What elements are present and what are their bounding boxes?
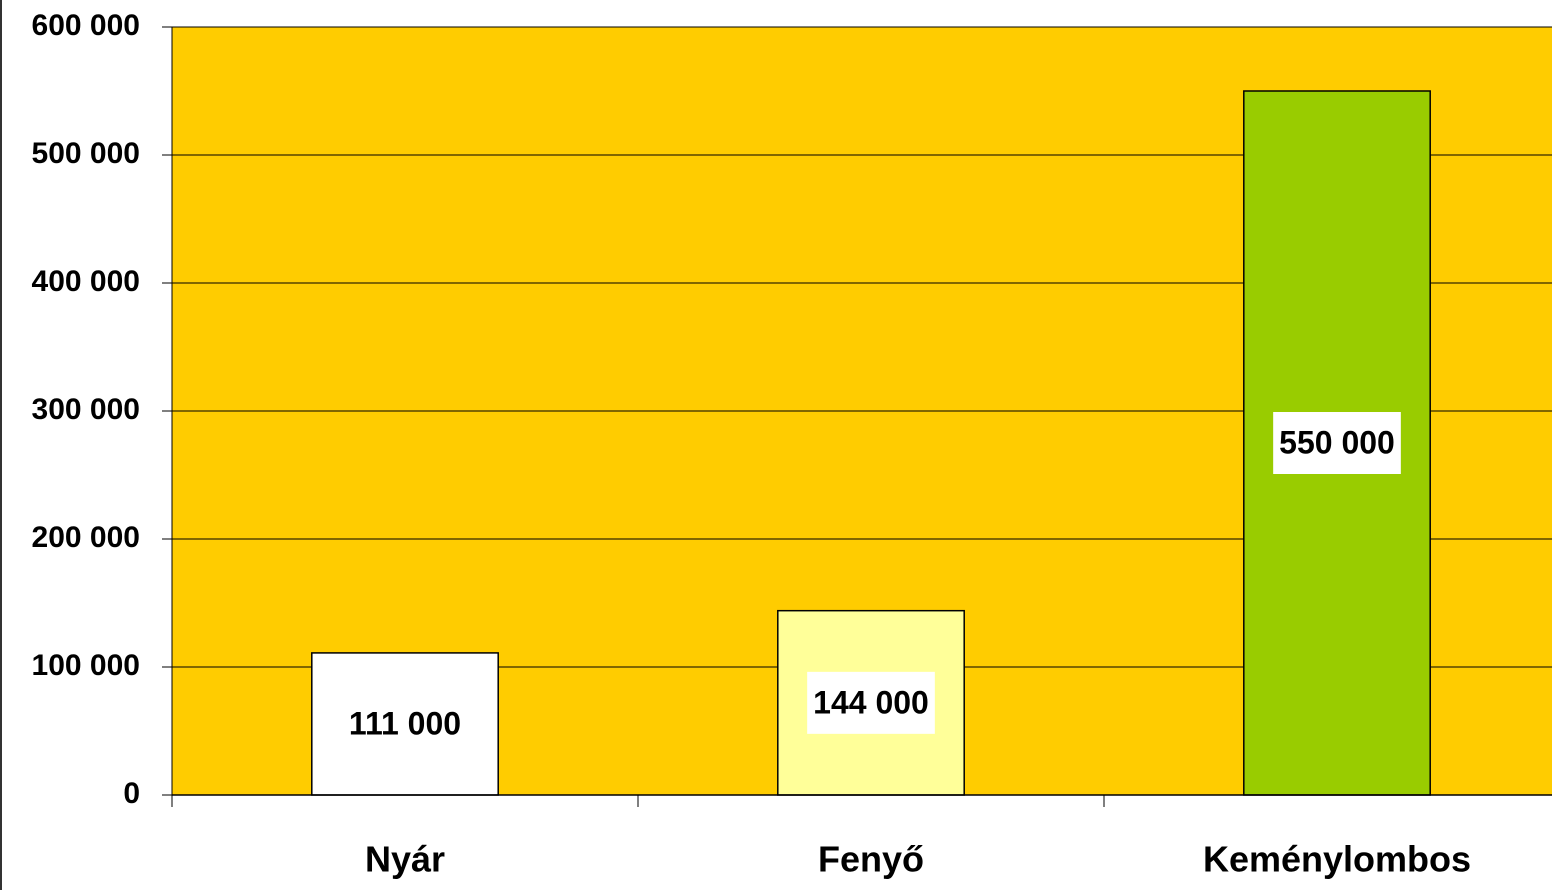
y-tick-label: 500 000	[32, 137, 140, 170]
x-tick-label: Keménylombos	[1203, 839, 1471, 880]
data-label: 550 000	[1279, 424, 1395, 460]
y-tick-label: 400 000	[32, 265, 140, 298]
y-tick-label: 200 000	[32, 521, 140, 554]
x-tick-label: Fenyő	[818, 839, 924, 880]
y-tick-label: 600 000	[32, 9, 140, 42]
y-tick-label: 0	[123, 777, 140, 810]
data-label: 144 000	[813, 684, 929, 720]
y-tick-label: 100 000	[32, 649, 140, 682]
data-label: 111 000	[349, 705, 461, 741]
data-label-box	[1273, 412, 1401, 474]
y-tick-label: 300 000	[32, 393, 140, 426]
data-label-box	[342, 692, 468, 755]
x-tick-label: Nyár	[365, 839, 445, 880]
data-label-box	[807, 671, 935, 734]
